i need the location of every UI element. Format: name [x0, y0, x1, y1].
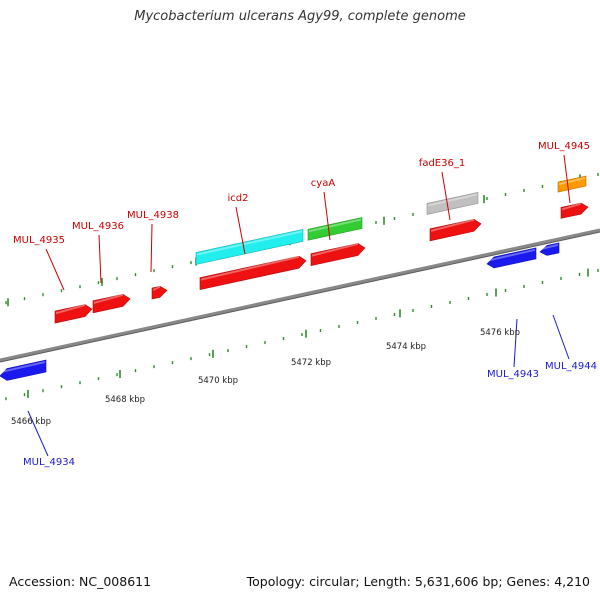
- callout-label-MUL_4943: MUL_4943: [487, 369, 539, 380]
- feature-arrow: [195, 228, 304, 265]
- callout-line-icd2: [235, 206, 246, 255]
- callout-line-MUL_4936: [98, 234, 102, 284]
- callout-label-icd2: icd2: [228, 193, 249, 204]
- feature-highlight: [428, 193, 477, 207]
- callout-line-MUL_4934: [27, 410, 49, 457]
- feature-arrow: [199, 255, 307, 291]
- feature-MUL_4945-orange: [557, 175, 587, 193]
- backbone-line: [0, 228, 600, 362]
- feature-MUL_4944-cds_blue: [539, 242, 560, 256]
- callout-line-cyaA: [323, 191, 331, 241]
- feature-arrow: [0, 359, 47, 381]
- feature-highlight: [94, 293, 123, 304]
- feature-highlight: [56, 304, 85, 315]
- callout-label-MUL_4935: MUL_4935: [13, 235, 65, 246]
- feature-cyaA-cds_red: [310, 242, 366, 266]
- ruler-label: 5474 kbp: [386, 342, 426, 352]
- lower-tick-track: [5, 268, 599, 401]
- genome-summary-text: Topology: circular; Length: 5,631,606 bp…: [246, 574, 590, 589]
- callout-label-MUL_4934: MUL_4934: [23, 457, 75, 468]
- accession-text: Accession: NC_008611: [9, 574, 152, 589]
- callout-line-MUL_4944: [552, 314, 570, 360]
- feature-MUL_4945-cds_red: [560, 202, 589, 219]
- feature-fadE36_1-grey: [426, 192, 479, 215]
- callout-line-MUL_4935: [45, 248, 65, 291]
- feature-highlight: [197, 230, 302, 256]
- feature-arrow: [560, 202, 589, 219]
- feature-highlight: [488, 248, 535, 262]
- feature-MUL_4934-cds_blue: [0, 359, 47, 381]
- feature-arrow: [151, 286, 168, 300]
- feature-track: [0, 175, 589, 381]
- feature-highlight: [201, 255, 299, 281]
- map-title: Mycobacterium ulcerans Agy99, complete g…: [134, 9, 466, 24]
- feature-highlight: [431, 218, 474, 232]
- callout-label-MUL_4938: MUL_4938: [127, 210, 179, 221]
- feature-arrow: [426, 192, 479, 215]
- feature-highlight: [312, 242, 358, 257]
- feature-MUL_4936-cds_red: [92, 293, 131, 314]
- feature-arrow: [54, 304, 93, 324]
- ruler-label: 5476 kbp: [480, 328, 520, 338]
- ruler-label: 5468 kbp: [105, 395, 145, 405]
- feature-MUL_4935-cds_red: [54, 304, 93, 324]
- callout-line-fadE36_1: [441, 171, 451, 221]
- genome-backbone: [0, 228, 600, 363]
- callout-label-MUL_4945: MUL_4945: [538, 141, 590, 152]
- feature-highlight: [559, 177, 585, 186]
- feature-arrow: [92, 294, 131, 314]
- feature-icd2-cds_red: [199, 255, 307, 291]
- feature-fadE36_1-cds_red: [429, 218, 482, 242]
- callout-label-cyaA: cyaA: [311, 178, 336, 189]
- feature-highlight: [1, 361, 45, 373]
- callout-line-MUL_4938: [150, 223, 153, 273]
- callout-line-MUL_4945: [563, 154, 571, 204]
- feature-arrow: [310, 243, 366, 266]
- feature-icd2-cyan: [195, 228, 304, 265]
- callout-label-MUL_4936: MUL_4936: [72, 221, 124, 232]
- callout-label-MUL_4944: MUL_4944: [545, 361, 597, 372]
- ruler-label: 5466 kbp: [11, 417, 51, 427]
- feature-highlight: [153, 285, 160, 292]
- callout-label-fadE36_1: fadE36_1: [419, 158, 465, 169]
- feature-highlight: [541, 243, 558, 250]
- feature-arrow: [486, 247, 537, 269]
- feature-arrow: [539, 242, 560, 256]
- feature-highlight: [562, 202, 581, 211]
- feature-highlight: [309, 218, 361, 233]
- feature-MUL_4938-cds_red: [151, 285, 168, 300]
- ruler-label: 5472 kbp: [291, 358, 331, 368]
- feature-arrow: [307, 217, 363, 241]
- feature-arrow: [557, 175, 587, 193]
- callout-line-MUL_4943: [513, 318, 518, 368]
- feature-MUL_4943-cds_blue: [486, 247, 537, 269]
- ruler-labels: 5466 kbp 5468 kbp 5470 kbp 5472 kbp 5474 kbp…: [11, 328, 520, 427]
- ruler-label: 5470 kbp: [198, 376, 238, 386]
- feature-arrow: [429, 218, 482, 242]
- feature-cyaA-green: [307, 217, 363, 241]
